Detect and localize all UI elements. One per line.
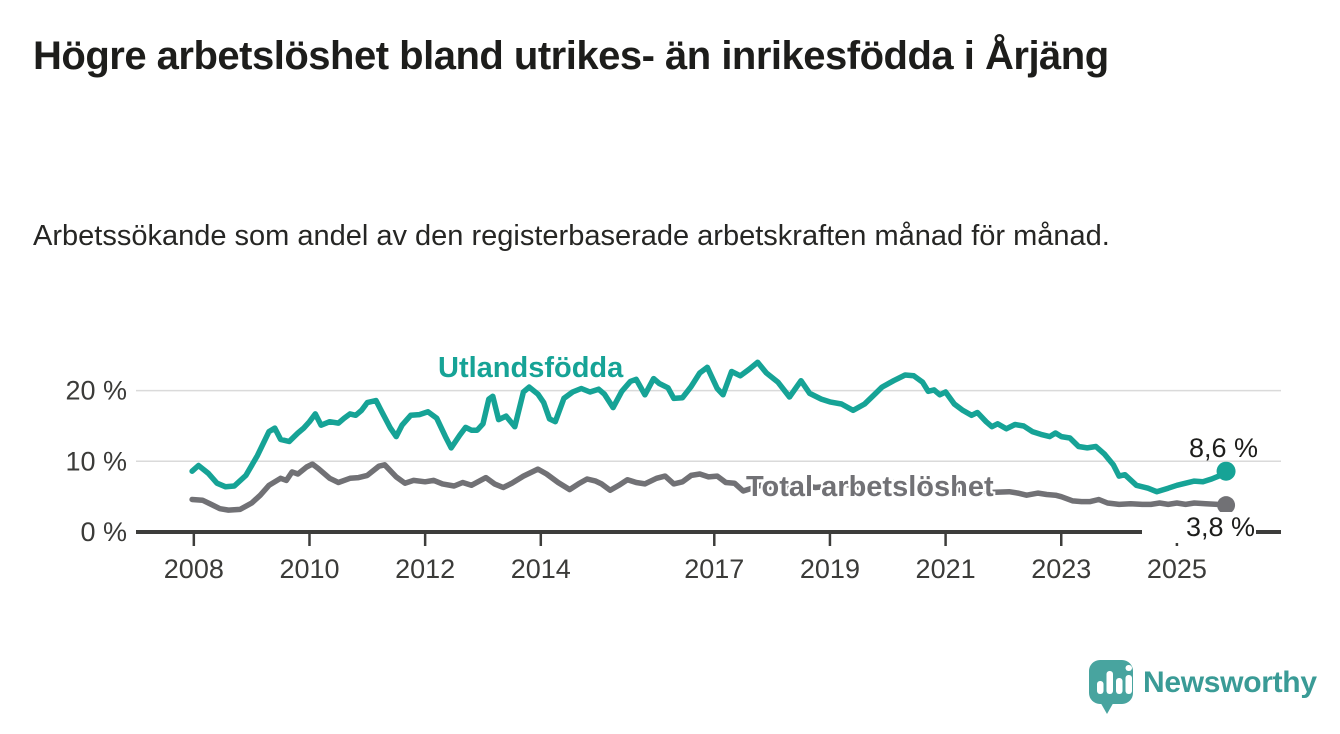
x-tick-label-2014: 2014 [511,554,571,584]
x-tick-label-2008: 2008 [164,554,224,584]
end-value-label-total: 3,8 % [1142,512,1256,543]
end-dot-total-arbetsl-shet [1217,496,1236,515]
logo-bar-1 [1097,681,1104,694]
end-dot-utlandsf-dda [1216,461,1236,481]
chart-subtitle: Arbetssökande som andel av den registerb… [33,220,1110,252]
end-value-label-utlandsfodda: 8,6 % [1188,433,1258,463]
x-tick-label-2017: 2017 [684,554,744,584]
series-label-utlandsfodda: Utlandsfödda [438,352,624,384]
logo-bar-3 [1116,678,1123,694]
y-tick-label-10: 10 % [65,446,127,476]
x-tick-label-2025: 2025 [1147,554,1207,584]
series-line-total-arbetsl-shet [189,461,1229,513]
series-label-total-arbetsloshet: Total arbetslöshet [746,471,994,503]
logo-exclamation-stem [1125,675,1132,694]
newsworthy-logo: Newsworthy [1087,656,1317,714]
logo-exclamation-dot [1125,665,1132,671]
logo-bar-2 [1106,671,1113,694]
x-tick-label-2023: 2023 [1031,554,1091,584]
x-tick-label-2019: 2019 [800,554,860,584]
x-tick-label-2021: 2021 [916,554,976,584]
newsworthy-logo-text: Newsworthy [1143,666,1317,699]
series-line-utlandsf-dda [189,359,1229,495]
newsworthy-logo-icon [1089,660,1133,714]
y-tick-label-20: 20 % [65,376,127,406]
x-tick-label-2010: 2010 [279,554,339,584]
x-tick-label-2012: 2012 [395,554,455,584]
page-title: Högre arbetslöshet bland utrikes- än inr… [33,34,1109,78]
y-tick-label-0: 0 % [80,517,127,547]
